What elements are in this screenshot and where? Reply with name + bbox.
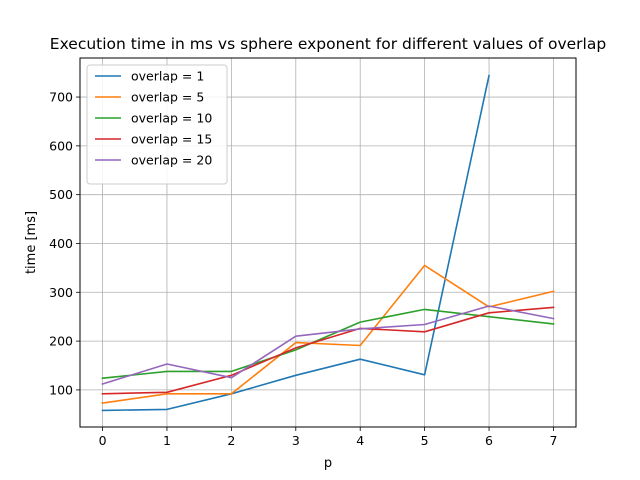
series-line-1 xyxy=(101,74,490,412)
axis-ticks: 0 1 2 3 4 5 6 7 100 200 300 400 500 600 700 xyxy=(49,90,557,448)
x-tick-label: 7 xyxy=(549,433,557,448)
y-tick-label: 400 xyxy=(49,236,73,251)
y-tick-label: 600 xyxy=(49,138,73,153)
x-tick-label: 4 xyxy=(356,433,364,448)
plot-area-frame xyxy=(79,57,577,428)
series-line-5 xyxy=(101,305,555,386)
y-tick-label: 200 xyxy=(49,334,73,349)
legend: overlap = 1 overlap = 5 overlap = 10 overla… xyxy=(86,64,228,185)
chart-title: Execution time in ms vs sphere exponent … xyxy=(50,35,606,53)
y-tick-label: 700 xyxy=(49,90,73,105)
x-tick-label: 0 xyxy=(99,433,107,448)
legend-label: overlap = 1 xyxy=(131,69,204,84)
legend-label: overlap = 5 xyxy=(131,90,204,105)
x-tick-label: 3 xyxy=(292,433,300,448)
legend-box xyxy=(86,64,228,185)
grid xyxy=(80,58,576,427)
legend-label: overlap = 15 xyxy=(131,132,212,147)
x-tick-label: 6 xyxy=(485,433,493,448)
y-tick-label: 100 xyxy=(49,382,73,397)
x-tick-label: 1 xyxy=(163,433,171,448)
x-tick-label: 5 xyxy=(421,433,429,448)
series-lines xyxy=(101,74,555,412)
series-line-4 xyxy=(101,306,555,395)
y-axis-label: time [ms] xyxy=(24,211,39,274)
x-axis-label: p xyxy=(324,456,332,471)
legend-label: overlap = 10 xyxy=(131,111,212,126)
series-line-2 xyxy=(101,264,555,405)
y-tick-label: 300 xyxy=(49,285,73,300)
x-tick-label: 2 xyxy=(227,433,235,448)
legend-label: overlap = 20 xyxy=(131,153,212,168)
y-tick-label: 500 xyxy=(49,187,73,202)
